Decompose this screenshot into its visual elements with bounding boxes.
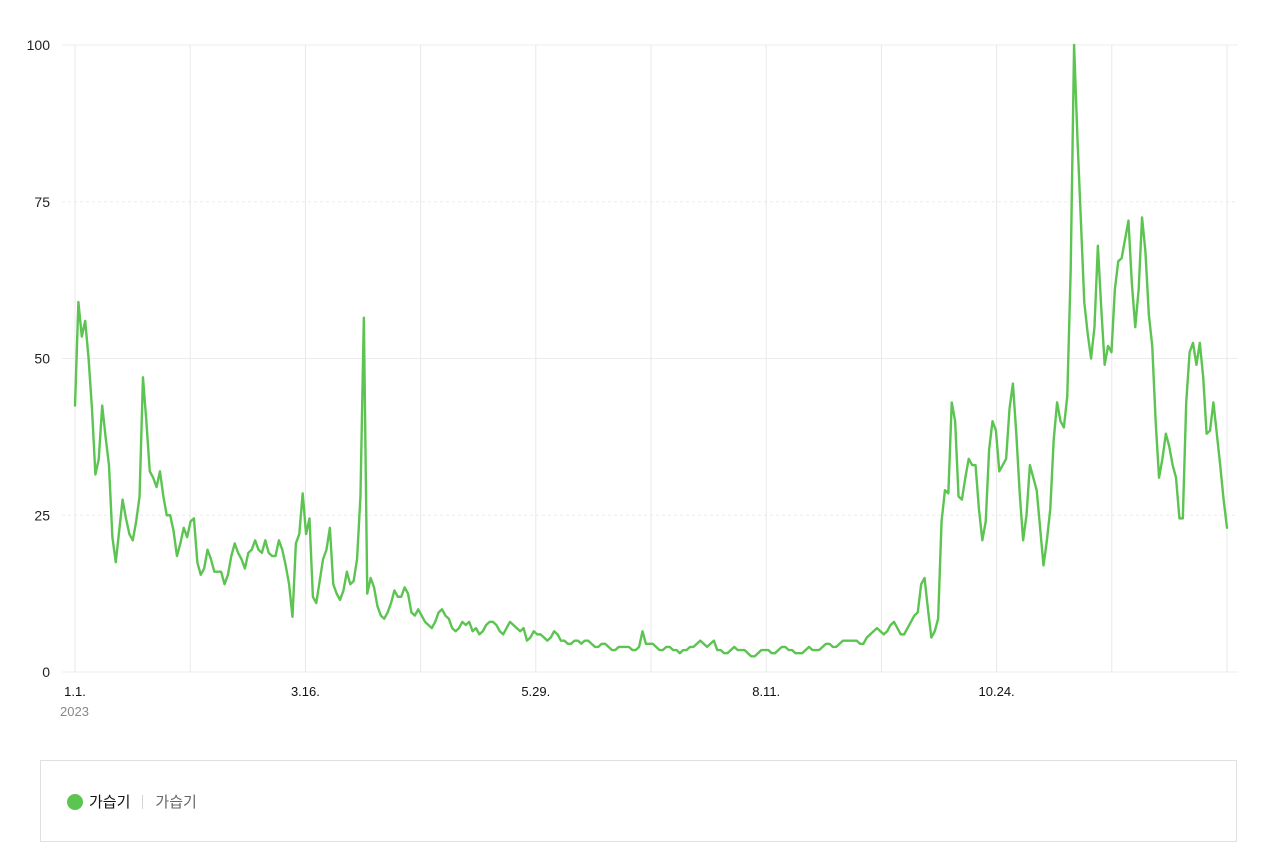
x-tick-label: 3.16. (291, 684, 320, 699)
grid (62, 44, 1238, 673)
legend-series-label: 가습기 (89, 794, 131, 811)
legend-color-dot-icon (67, 793, 83, 810)
y-axis-ticks: 0 25 50 75 100 (27, 37, 51, 680)
y-tick-label: 25 (34, 507, 50, 523)
y-tick-label: 100 (27, 37, 51, 53)
x-tick-label: 10.24. (979, 684, 1015, 699)
legend: 가습기 가습기 (40, 760, 1237, 842)
legend-divider (142, 794, 144, 809)
y-tick-label: 75 (34, 194, 50, 210)
x-tick-label: 5.29. (521, 684, 550, 699)
x-axis-ticks: 1.1. 3.16. 5.29. 8.11. 10.24. (64, 684, 1015, 699)
line-chart: 0 25 50 75 100 1.1. 3.16. 5.29. 8.11. 10.24. 202… (27, 37, 1238, 719)
y-tick-label: 50 (34, 351, 50, 367)
x-tick-label: 8.11. (752, 684, 780, 699)
x-axis-year-label: 2023 (60, 704, 89, 719)
series-line-humidifier[interactable] (73, 43, 1229, 658)
x-tick-label: 1.1. (64, 684, 86, 699)
legend-item-humidifier[interactable]: 가습기 가습기 (67, 791, 197, 812)
y-tick-label: 0 (42, 664, 50, 680)
legend-sub-label: 가습기 (155, 794, 197, 811)
